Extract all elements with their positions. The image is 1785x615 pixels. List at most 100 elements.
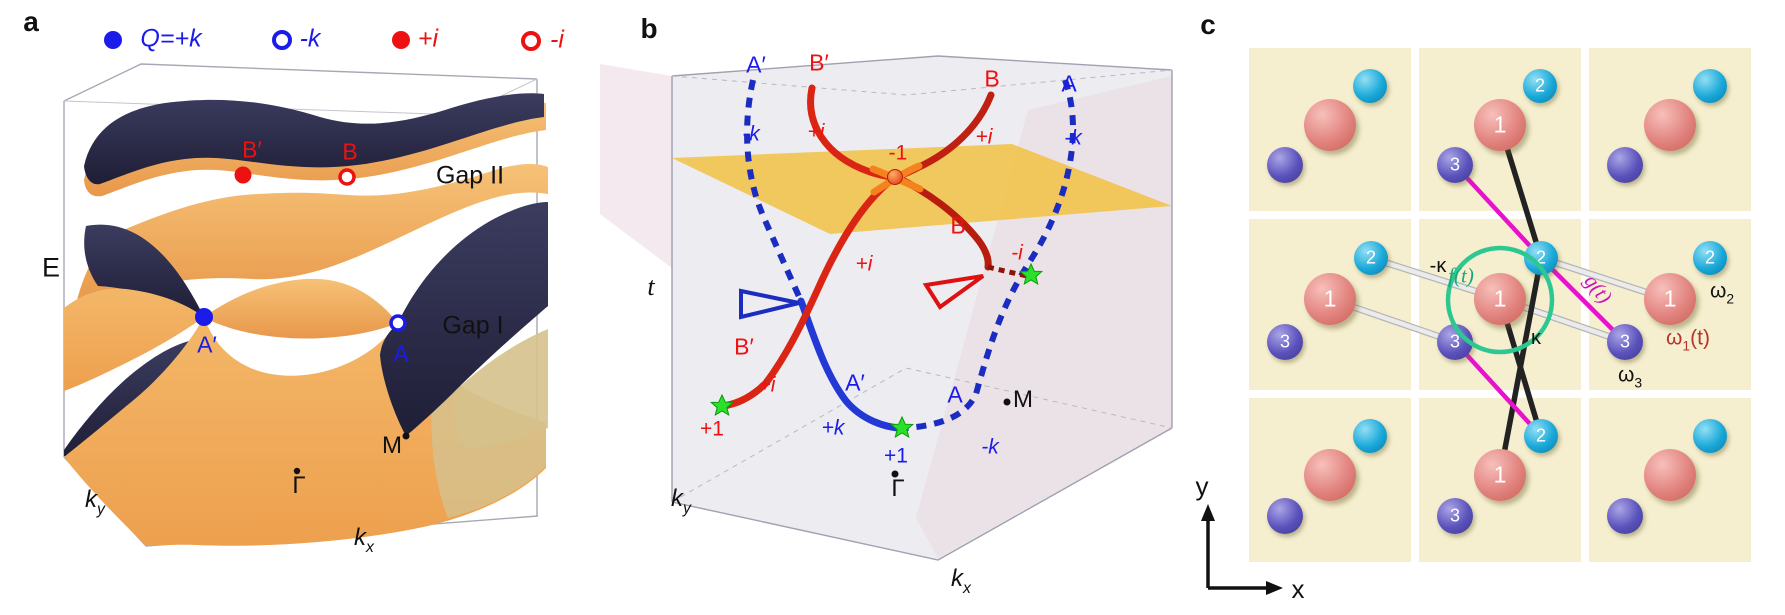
legend-marker-red-open: [521, 31, 541, 51]
blue-direction-triangle: [739, 288, 800, 320]
coupling-f-t-label: f(t): [1448, 263, 1474, 288]
sphere-number: 3: [1449, 154, 1461, 175]
x-axis-arrowhead: [1266, 581, 1283, 595]
charge-minus-k-left: -k: [742, 122, 760, 146]
sphere-3: [1437, 498, 1473, 534]
panel-a-band-plot: [63, 63, 548, 547]
sphere-number: 2: [1535, 425, 1547, 446]
x-axis-label-c: x: [1291, 574, 1305, 604]
panel-a-label: a: [23, 6, 39, 37]
omega-1-t-label: ω1(t): [1666, 326, 1710, 354]
panel-b-label: b: [640, 13, 658, 44]
strand-a-prime-dashed: [744, 79, 804, 303]
sphere-number: 3: [1449, 331, 1461, 352]
m-point-dot-a: [402, 432, 410, 440]
panel-b-braid-plot: [600, 55, 1173, 561]
sphere-number: 2: [1365, 247, 1377, 268]
legend-label-q-plus-k: Q=+k: [140, 24, 202, 53]
strand-b-top-label: B: [984, 65, 1000, 92]
sphere-2: [1693, 69, 1727, 103]
charge-plus-one-red: +1: [700, 417, 724, 441]
ky-axis-label-a: ky: [85, 486, 105, 519]
sphere-2: [1524, 419, 1558, 453]
gamma-point-label-b: Γ: [891, 475, 905, 502]
top-band-navy-sheet: [84, 93, 544, 185]
point-b-prime-label-a: B′: [242, 136, 262, 163]
legend-marker-blue-filled: [104, 31, 122, 49]
point-a-prime-label-a: A′: [197, 331, 217, 358]
sphere-3: [1607, 324, 1643, 360]
m-point-label-b: M: [1013, 386, 1033, 413]
sphere-2: [1693, 419, 1727, 453]
charge-plus-i-left: +i: [807, 120, 825, 144]
strand-b-prime-top-label: B′: [809, 49, 829, 76]
sphere-3: [1267, 498, 1303, 534]
sphere-number: 1: [1493, 285, 1507, 312]
sphere-number: 2: [1535, 247, 1547, 268]
panel-c-label: c: [1200, 9, 1216, 40]
sphere-3: [1267, 147, 1303, 183]
e-axis-label: E: [41, 252, 61, 283]
kx-axis-label-b: kx: [951, 565, 971, 598]
m-point-dot-b: [1003, 398, 1011, 406]
strand-to-plus-one: [719, 173, 900, 410]
f-t-ring: [1445, 245, 1555, 355]
charge-plus-i-low: +i: [758, 373, 776, 397]
sphere-1: [1304, 449, 1356, 501]
y-axis-arrowhead: [1201, 504, 1215, 521]
middle-band-orange-left-wing: [64, 288, 204, 391]
strand-a-prime-top-label: A′: [746, 51, 766, 78]
gamma-point-dot-b: [891, 470, 899, 478]
sphere-1: [1474, 449, 1526, 501]
charge-plus-one-blue: +1: [884, 444, 908, 468]
point-a-label-a: A: [393, 340, 409, 367]
coupling-minus-kappa-label: -κ: [1429, 255, 1447, 277]
sphere-1: [1474, 273, 1526, 325]
middle-band-orange-bridge: [204, 278, 398, 339]
t-axis-label: t: [647, 272, 655, 301]
magenta-bonds: [1452, 162, 1628, 439]
legend-label-minus-i: -i: [550, 25, 564, 54]
middle-band-navy-left-cone: [84, 224, 204, 317]
middle-band-navy-right-sheet: [380, 202, 548, 436]
legend-marker-red-filled: [392, 31, 410, 49]
sphere-number: 3: [1279, 331, 1291, 352]
legend-label-plus-i: +i: [417, 24, 439, 53]
strand-a-prime-low-label: A′: [845, 369, 865, 396]
charge-minus-k-low: -k: [981, 435, 999, 459]
legend-marker-blue-open: [272, 30, 292, 50]
strand-a-prime-solid: [797, 297, 903, 432]
xy-axes: [1201, 504, 1283, 595]
sphere-2: [1354, 241, 1388, 275]
sphere-3: [1607, 147, 1643, 183]
kx-axis-label-a: kx: [354, 524, 374, 557]
gap-ii-label: Gap II: [435, 161, 505, 190]
point-a-marker: [389, 314, 407, 332]
strand-b-prime-low-label: B′: [734, 333, 754, 360]
strand-minus-i-dashed-stub: [987, 264, 1028, 279]
sphere-number: 1: [1493, 111, 1507, 138]
coupling-kappa-label: κ: [1531, 327, 1541, 349]
sphere-number: 2: [1704, 247, 1716, 268]
charge-plus-i-right: +i: [975, 125, 993, 149]
point-a-prime-marker: [195, 308, 213, 326]
braid-crossing-node: [887, 169, 903, 185]
sphere-2: [1693, 241, 1727, 275]
sphere-3: [1607, 498, 1643, 534]
y-axis-label-c: y: [1195, 471, 1209, 501]
gamma-point-label-a: Γ: [292, 472, 306, 499]
pink-plane-left: [600, 64, 672, 268]
strand-a-dashed: [906, 78, 1076, 431]
sphere-1: [1304, 99, 1356, 151]
omega-3-label: ω3: [1617, 363, 1643, 391]
sphere-number: 3: [1619, 331, 1631, 352]
gap-i-label: Gap I: [442, 311, 504, 340]
panel-b-box: [671, 55, 1173, 561]
point-b-label-a: B: [342, 138, 358, 165]
sphere-number: 1: [1493, 461, 1507, 488]
red-direction-triangle: [922, 274, 985, 310]
charge-minus-k-right: -k: [1064, 126, 1082, 150]
omega-2-label: ω2: [1709, 279, 1735, 307]
point-b-marker: [338, 168, 356, 186]
